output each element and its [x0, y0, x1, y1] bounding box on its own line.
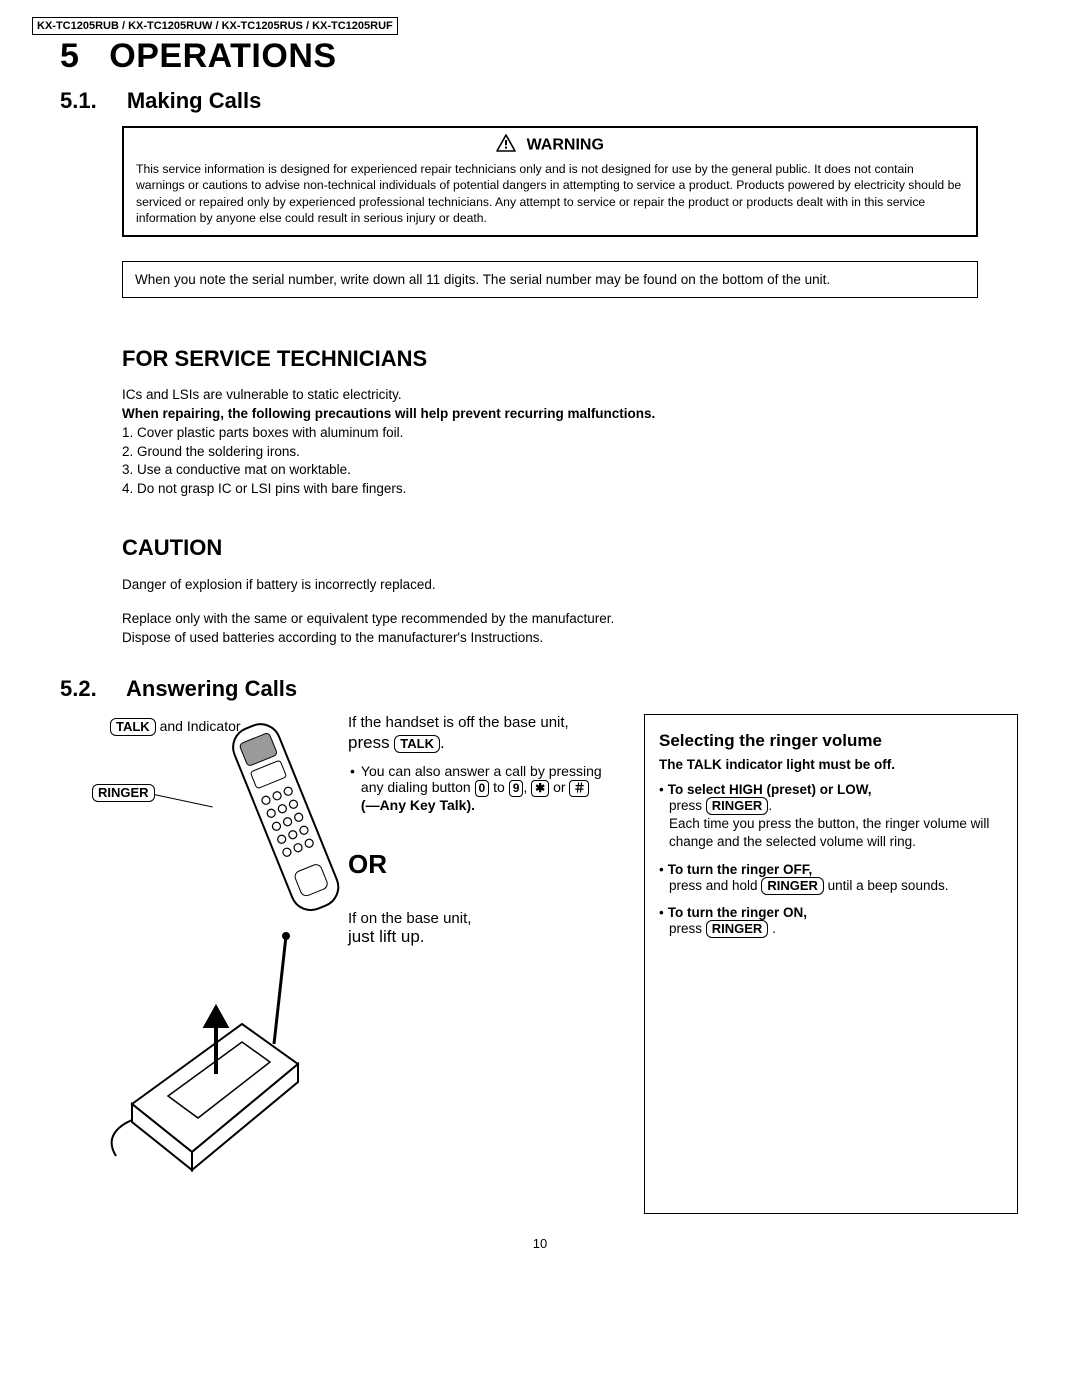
svc-item-4: 4. Do not grasp IC or LSI pins with bare… [122, 480, 978, 499]
key-hash: ＃ [569, 780, 589, 796]
ringer-bullet-high-low: • To select HIGH (preset) or LOW, press R… [659, 782, 1003, 852]
or-heading: OR [348, 849, 628, 880]
bullet-dot-icon: • [659, 782, 664, 797]
section-5-2-name: Answering Calls [126, 676, 297, 701]
caution-body: Danger of explosion if battery is incorr… [122, 575, 978, 648]
section-5-1-title: 5.1. Making Calls [60, 88, 1048, 114]
mid-line1: If the handset is off the base unit, [348, 714, 628, 731]
key-9: 9 [509, 780, 524, 796]
mid-press-word: press [348, 733, 394, 752]
mid-comma: , [523, 779, 531, 795]
warning-body: This service information is designed for… [136, 161, 964, 227]
talk-keycap: TALK [110, 718, 156, 736]
chapter-title: 5 OPERATIONS [60, 37, 1048, 76]
rb2-ringer-keycap: RINGER [761, 877, 824, 895]
svc-bold: When repairing, the following precaution… [122, 405, 978, 424]
mid-line2b: just lift up. [348, 927, 628, 947]
handset-illustration-icon [212, 714, 352, 934]
warning-triangle-icon [496, 134, 516, 157]
mid-bullet-c: (—Any Key Talk). [361, 797, 602, 813]
rb3-ringer-keycap: RINGER [706, 920, 769, 938]
warning-heading: WARNING [136, 134, 964, 157]
rb3-press: press [669, 921, 706, 936]
leader-ringer [154, 794, 213, 807]
section-5-2-num: 5.2. [60, 676, 97, 701]
mid-to: to [489, 779, 508, 795]
rb1-period: . [768, 798, 772, 813]
serial-note-box: When you note the serial number, write d… [122, 261, 978, 298]
bullet-dot-icon: • [659, 905, 664, 920]
ringer-volume-sub: The TALK indicator light must be off. [659, 757, 1003, 772]
section-5-1-name: Making Calls [127, 88, 261, 113]
illustration-column: TALK and Indicator RINGER [92, 714, 332, 1214]
chapter-name: OPERATIONS [109, 37, 336, 75]
mid-press-line: press TALK. [348, 733, 628, 753]
caution-p1: Danger of explosion if battery is incorr… [122, 575, 978, 595]
mid-bullet-a: You can also answer a call by pressing [361, 763, 602, 779]
base-unit-illustration-icon [92, 924, 322, 1184]
rb1-press: press [669, 798, 706, 813]
page-number: 10 [32, 1236, 1048, 1251]
ringer-bullet-off: •To turn the ringer OFF, press and hold … [659, 862, 1003, 895]
svc-item-1: 1. Cover plastic parts boxes with alumin… [122, 424, 978, 443]
ringer-bullet-on: • To turn the ringer ON, press RINGER . [659, 905, 1003, 938]
answering-calls-row: TALK and Indicator RINGER [92, 714, 1018, 1214]
mid-anydial: any dialing button [361, 779, 475, 795]
rb2-lead: To turn the ringer OFF, [668, 862, 813, 877]
mid-talk-keycap: TALK [394, 735, 440, 753]
service-technicians-body: ICs and LSIs are vulnerable to static el… [122, 386, 978, 499]
warning-label: WARNING [527, 137, 604, 154]
mid-bullet: • You can also answer a call by pressing… [348, 763, 628, 812]
svc-item-3: 3. Use a conductive mat on worktable. [122, 461, 978, 480]
caution-p3: Dispose of used batteries according to t… [122, 628, 978, 648]
mid-or: or [549, 779, 569, 795]
rb2-b: until a beep sounds. [824, 878, 949, 893]
mid-bullet-b: any dialing button 0 to 9, ✱ or ＃ [361, 779, 602, 796]
rb1-ringer-keycap: RINGER [706, 797, 769, 815]
chapter-num: 5 [60, 37, 79, 75]
mid-press-period: . [440, 733, 445, 752]
key-0: 0 [475, 780, 490, 796]
section-5-2-title: 5.2. Answering Calls [60, 676, 1048, 702]
section-5-1-num: 5.1. [60, 88, 97, 113]
key-star: ✱ [531, 780, 549, 796]
rb1-lead: To select HIGH (preset) or LOW, [668, 782, 872, 797]
caution-heading: CAUTION [122, 535, 1048, 561]
ringer-label: RINGER [92, 784, 155, 802]
svc-item-2: 2. Ground the soldering irons. [122, 443, 978, 462]
rb3-lead: To turn the ringer ON, [668, 905, 807, 920]
rb1-rest: Each time you press the button, the ring… [669, 815, 1003, 851]
warning-box: WARNING This service information is desi… [122, 126, 978, 237]
mid-line2a: If on the base unit, [348, 910, 628, 927]
caution-p2: Replace only with the same or equivalent… [122, 609, 978, 629]
service-technicians-heading: FOR SERVICE TECHNICIANS [122, 346, 1048, 372]
instruction-column: If the handset is off the base unit, pre… [348, 714, 628, 1214]
ringer-volume-head: Selecting the ringer volume [659, 731, 1003, 751]
svc-intro: ICs and LSIs are vulnerable to static el… [122, 386, 978, 405]
ringer-keycap: RINGER [92, 784, 155, 802]
rb2-a: press and hold [669, 878, 761, 893]
model-header: KX-TC1205RUB / KX-TC1205RUW / KX-TC1205R… [32, 17, 398, 35]
ringer-volume-box: Selecting the ringer volume The TALK ind… [644, 714, 1018, 1214]
rb3-period: . [768, 921, 776, 936]
bullet-dot-icon: • [659, 862, 664, 877]
